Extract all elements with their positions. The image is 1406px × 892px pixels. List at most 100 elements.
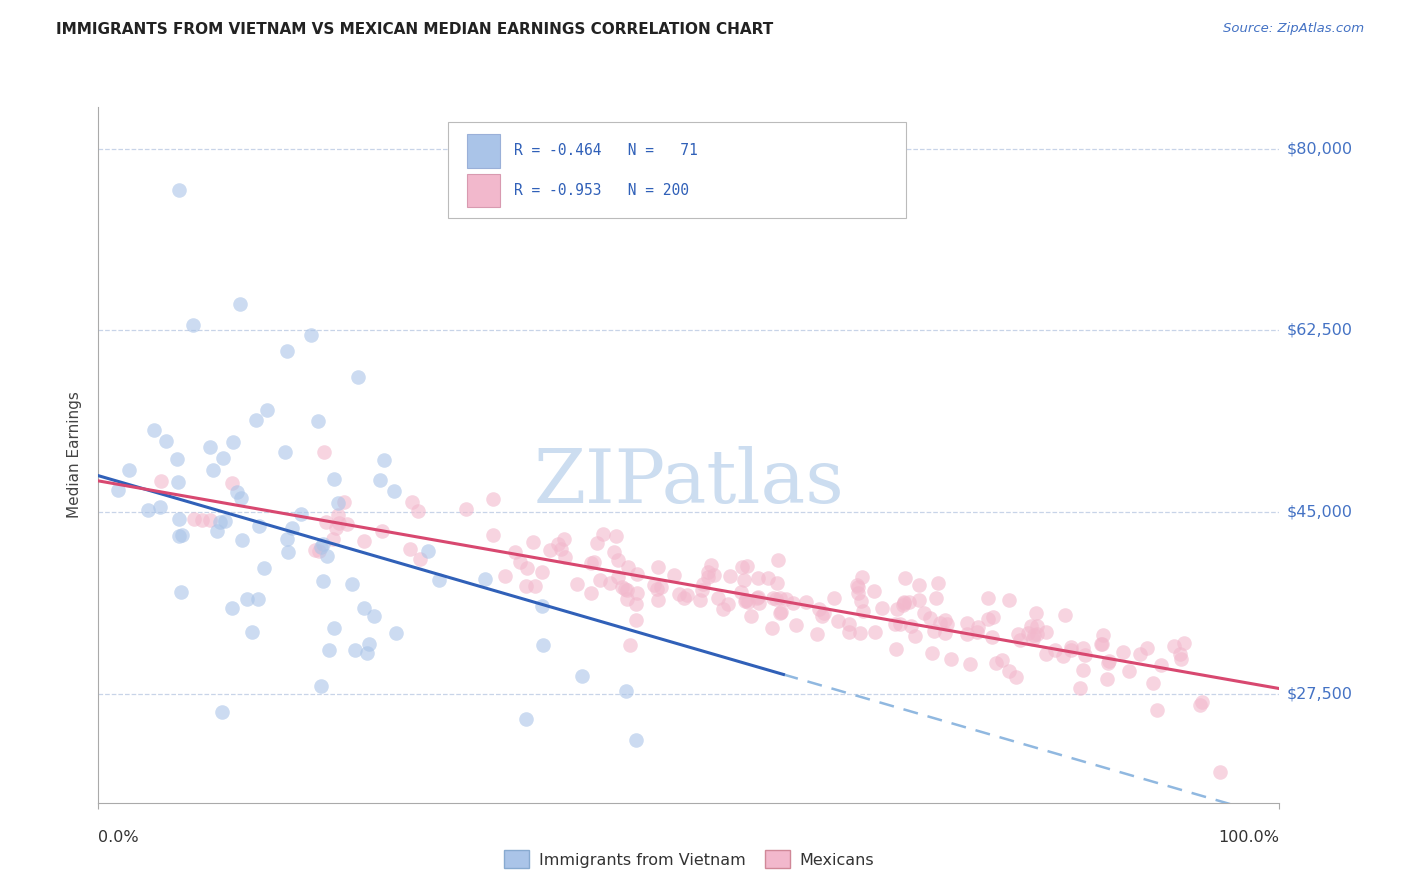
Point	[315, 549, 337, 564]
Point	[571, 669, 593, 683]
Point	[700, 558, 723, 572]
Point	[762, 591, 785, 606]
Point	[482, 491, 505, 506]
Point	[991, 653, 1014, 667]
Point	[894, 571, 917, 585]
Point	[214, 514, 236, 528]
Point	[191, 513, 214, 527]
Point	[253, 561, 276, 575]
Point	[977, 612, 1000, 626]
Point	[893, 594, 915, 608]
Point	[274, 444, 297, 458]
Point	[823, 591, 845, 605]
Point	[626, 566, 648, 581]
Point	[1035, 625, 1057, 640]
Point	[756, 572, 779, 586]
Point	[689, 593, 711, 607]
Point	[167, 475, 190, 490]
Point	[211, 705, 233, 719]
Point	[494, 569, 516, 583]
Y-axis label: Median Earnings: Median Earnings	[67, 392, 83, 518]
Point	[247, 591, 270, 606]
Point	[408, 504, 430, 518]
Point	[550, 542, 572, 557]
Point	[908, 577, 931, 591]
Point	[1069, 681, 1091, 696]
Point	[599, 576, 621, 591]
Point	[1010, 633, 1032, 648]
Text: R = -0.464   N =   71: R = -0.464 N = 71	[515, 144, 697, 159]
Point	[236, 591, 259, 606]
Point	[775, 592, 797, 607]
Point	[336, 516, 359, 531]
Point	[846, 586, 869, 600]
Point	[240, 625, 263, 640]
Point	[333, 495, 356, 509]
Point	[845, 578, 868, 592]
Point	[740, 609, 762, 624]
Point	[181, 318, 204, 332]
Point	[852, 604, 875, 618]
Point	[765, 592, 787, 607]
Point	[1024, 627, 1046, 641]
Point	[811, 608, 834, 623]
Point	[602, 545, 624, 559]
FancyBboxPatch shape	[449, 121, 907, 218]
Point	[427, 573, 450, 587]
Point	[668, 586, 690, 600]
Point	[650, 580, 672, 594]
Point	[967, 620, 990, 634]
Legend: Immigrants from Vietnam, Mexicans: Immigrants from Vietnam, Mexicans	[498, 844, 880, 875]
Point	[956, 615, 979, 630]
Point	[531, 638, 554, 652]
Point	[373, 453, 395, 467]
Point	[1091, 637, 1114, 651]
Point	[769, 606, 792, 620]
Point	[1118, 665, 1140, 679]
Point	[716, 597, 738, 611]
Point	[813, 606, 835, 620]
Point	[118, 462, 141, 476]
Point	[904, 629, 927, 643]
Point	[371, 524, 394, 538]
Point	[1168, 647, 1191, 661]
Point	[898, 594, 921, 608]
Point	[770, 606, 793, 620]
Point	[1095, 672, 1118, 686]
Point	[368, 473, 391, 487]
Point	[531, 599, 554, 613]
Point	[1026, 618, 1049, 632]
Point	[326, 508, 349, 522]
Point	[891, 598, 914, 612]
Point	[959, 657, 981, 672]
Point	[761, 621, 783, 635]
Point	[782, 596, 804, 610]
Point	[553, 533, 575, 547]
Point	[1097, 656, 1119, 670]
Point	[583, 555, 606, 569]
Point	[955, 626, 977, 640]
Point	[980, 631, 1002, 645]
Point	[808, 602, 831, 616]
Point	[522, 535, 544, 549]
Point	[229, 297, 252, 311]
Point	[925, 591, 948, 606]
Point	[827, 614, 849, 628]
Point	[530, 565, 553, 579]
Point	[1090, 637, 1112, 651]
Point	[347, 370, 370, 384]
Point	[941, 652, 963, 666]
Point	[277, 545, 299, 559]
Point	[863, 624, 886, 639]
Point	[610, 580, 633, 594]
Point	[1189, 698, 1212, 713]
Point	[398, 542, 420, 557]
Point	[849, 593, 872, 607]
Point	[918, 611, 941, 625]
Point	[616, 582, 638, 597]
Point	[1150, 657, 1173, 672]
Point	[977, 591, 1000, 605]
Point	[515, 579, 537, 593]
Point	[846, 580, 869, 594]
Point	[416, 544, 439, 558]
